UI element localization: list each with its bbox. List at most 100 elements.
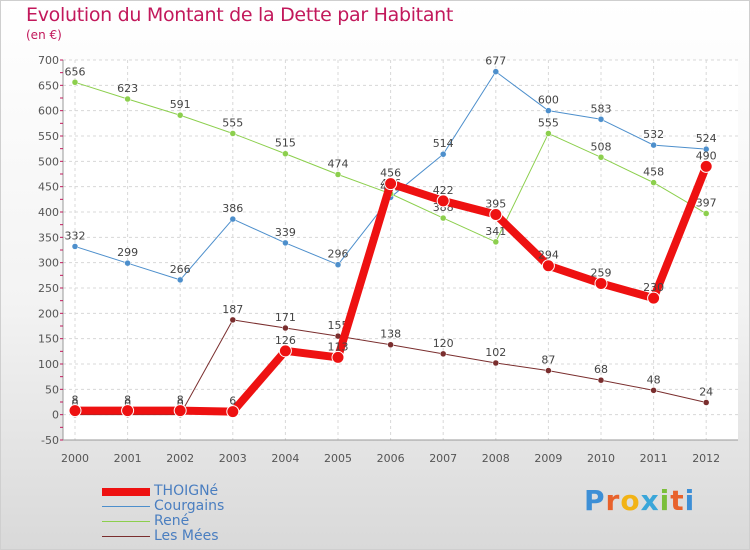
data-point-les-m-es [597,376,605,384]
data-label-ren-: 397 [696,197,717,210]
data-label-les-m-es: 171 [275,311,296,324]
data-point-courgains [71,243,79,250]
logo-letter: i [659,484,671,517]
data-point-ren- [439,214,447,222]
data-label-les-m-es: 120 [433,337,454,350]
data-point-les-m-es [439,350,447,358]
data-label-courgains: 583 [591,102,612,115]
data-point-thoign- [384,177,398,191]
data-point-thoign- [594,276,608,290]
x-tick-label: 2001 [114,452,142,465]
x-tick-label: 2012 [692,452,720,465]
data-point-les-m-es [387,341,394,348]
legend-swatch-rene [102,521,150,522]
data-point-courgains [650,141,657,149]
x-tick-label: 2008 [482,452,510,465]
data-point-courgains [176,276,184,284]
y-tick-label: 300 [38,257,59,270]
legend-swatch-courgains [102,506,150,507]
x-tick-label: 2000 [61,452,89,465]
logo-letter: o [620,484,641,517]
data-point-thoign- [647,291,661,305]
data-label-ren-: 555 [222,116,243,129]
data-point-les-m-es [229,316,237,324]
data-label-courgains: 299 [117,246,138,259]
logo-letter: P [584,484,606,517]
data-label-thoign-: 422 [433,184,454,197]
legend-label-les-mees: Les Mées [154,528,219,544]
logo-letter: i [684,484,696,517]
y-tick-label: 150 [38,333,59,346]
data-point-thoign- [226,405,240,419]
data-point-thoign- [278,344,292,358]
y-tick-label: 500 [38,155,59,168]
data-point-courgains [702,145,710,153]
x-tick-label: 2009 [534,452,562,465]
data-point-ren- [229,130,237,137]
data-label-courgains: 600 [538,94,559,107]
data-point-les-m-es [545,367,552,374]
y-tick-label: 0 [52,409,59,422]
y-tick-label: -50 [41,434,59,447]
y-tick-label: 100 [38,358,59,371]
data-label-ren-: 623 [117,82,138,95]
y-tick-label: 650 [38,79,59,92]
x-tick-label: 2010 [587,452,615,465]
data-label-courgains: 339 [275,226,296,239]
x-tick-label: 2011 [640,452,668,465]
data-label-thoign-: 8 [124,394,131,407]
data-point-thoign- [699,159,713,173]
y-tick-label: 200 [38,307,59,320]
x-tick-label: 2005 [324,452,352,465]
data-label-ren-: 515 [275,137,296,150]
logo-letter: r [605,484,621,517]
y-tick-label: 700 [38,54,59,67]
proxiti-logo: Proxiti [584,484,695,517]
data-label-thoign-: 490 [696,149,717,162]
data-label-courgains: 532 [643,128,664,141]
data-label-courgains: 524 [696,132,717,145]
data-label-courgains: 296 [328,248,349,261]
y-tick-label: 600 [38,105,59,118]
data-label-ren-: 591 [170,98,191,111]
logo-letter: t [670,484,685,517]
data-label-thoign-: 456 [380,167,401,180]
data-point-thoign- [121,404,135,418]
data-label-les-m-es: 24 [699,386,713,399]
data-label-thoign-: 113 [328,340,349,353]
data-point-les-m-es [282,324,289,332]
data-point-ren- [597,154,605,161]
data-point-courgains [439,150,447,158]
x-tick-label: 2006 [377,452,405,465]
data-label-ren-: 656 [65,65,86,78]
data-label-courgains: 266 [170,263,191,276]
data-label-thoign-: 259 [591,266,612,279]
data-label-ren-: 555 [538,116,559,129]
data-label-courgains: 514 [433,137,454,150]
y-tick-label: 450 [38,181,59,194]
data-label-les-m-es: 138 [380,328,401,341]
data-point-ren- [124,95,131,103]
data-label-les-m-es: 102 [485,346,506,359]
legend-label-courgains: Courgains [154,498,225,514]
data-point-ren- [492,238,500,246]
plot-area [63,60,738,440]
legend-label-thoigne: THOIGNé [154,483,219,499]
data-point-ren- [650,179,657,186]
legend-label-rene: René [154,513,190,529]
data-label-les-m-es: 187 [222,303,243,316]
data-point-ren- [702,210,710,217]
data-point-thoign- [541,259,555,273]
data-point-courgains [124,259,131,267]
data-label-thoign-: 126 [275,334,296,347]
unit-label: (en €) [26,28,62,42]
data-label-thoign-: 8 [72,394,79,407]
data-label-courgains: 386 [222,202,243,215]
data-point-les-m-es [650,387,657,394]
x-tick-label: 2002 [166,452,194,465]
data-point-thoign- [489,208,503,222]
data-point-les-m-es [702,399,710,406]
data-point-les-m-es [492,359,500,367]
data-point-thoign- [436,194,450,208]
